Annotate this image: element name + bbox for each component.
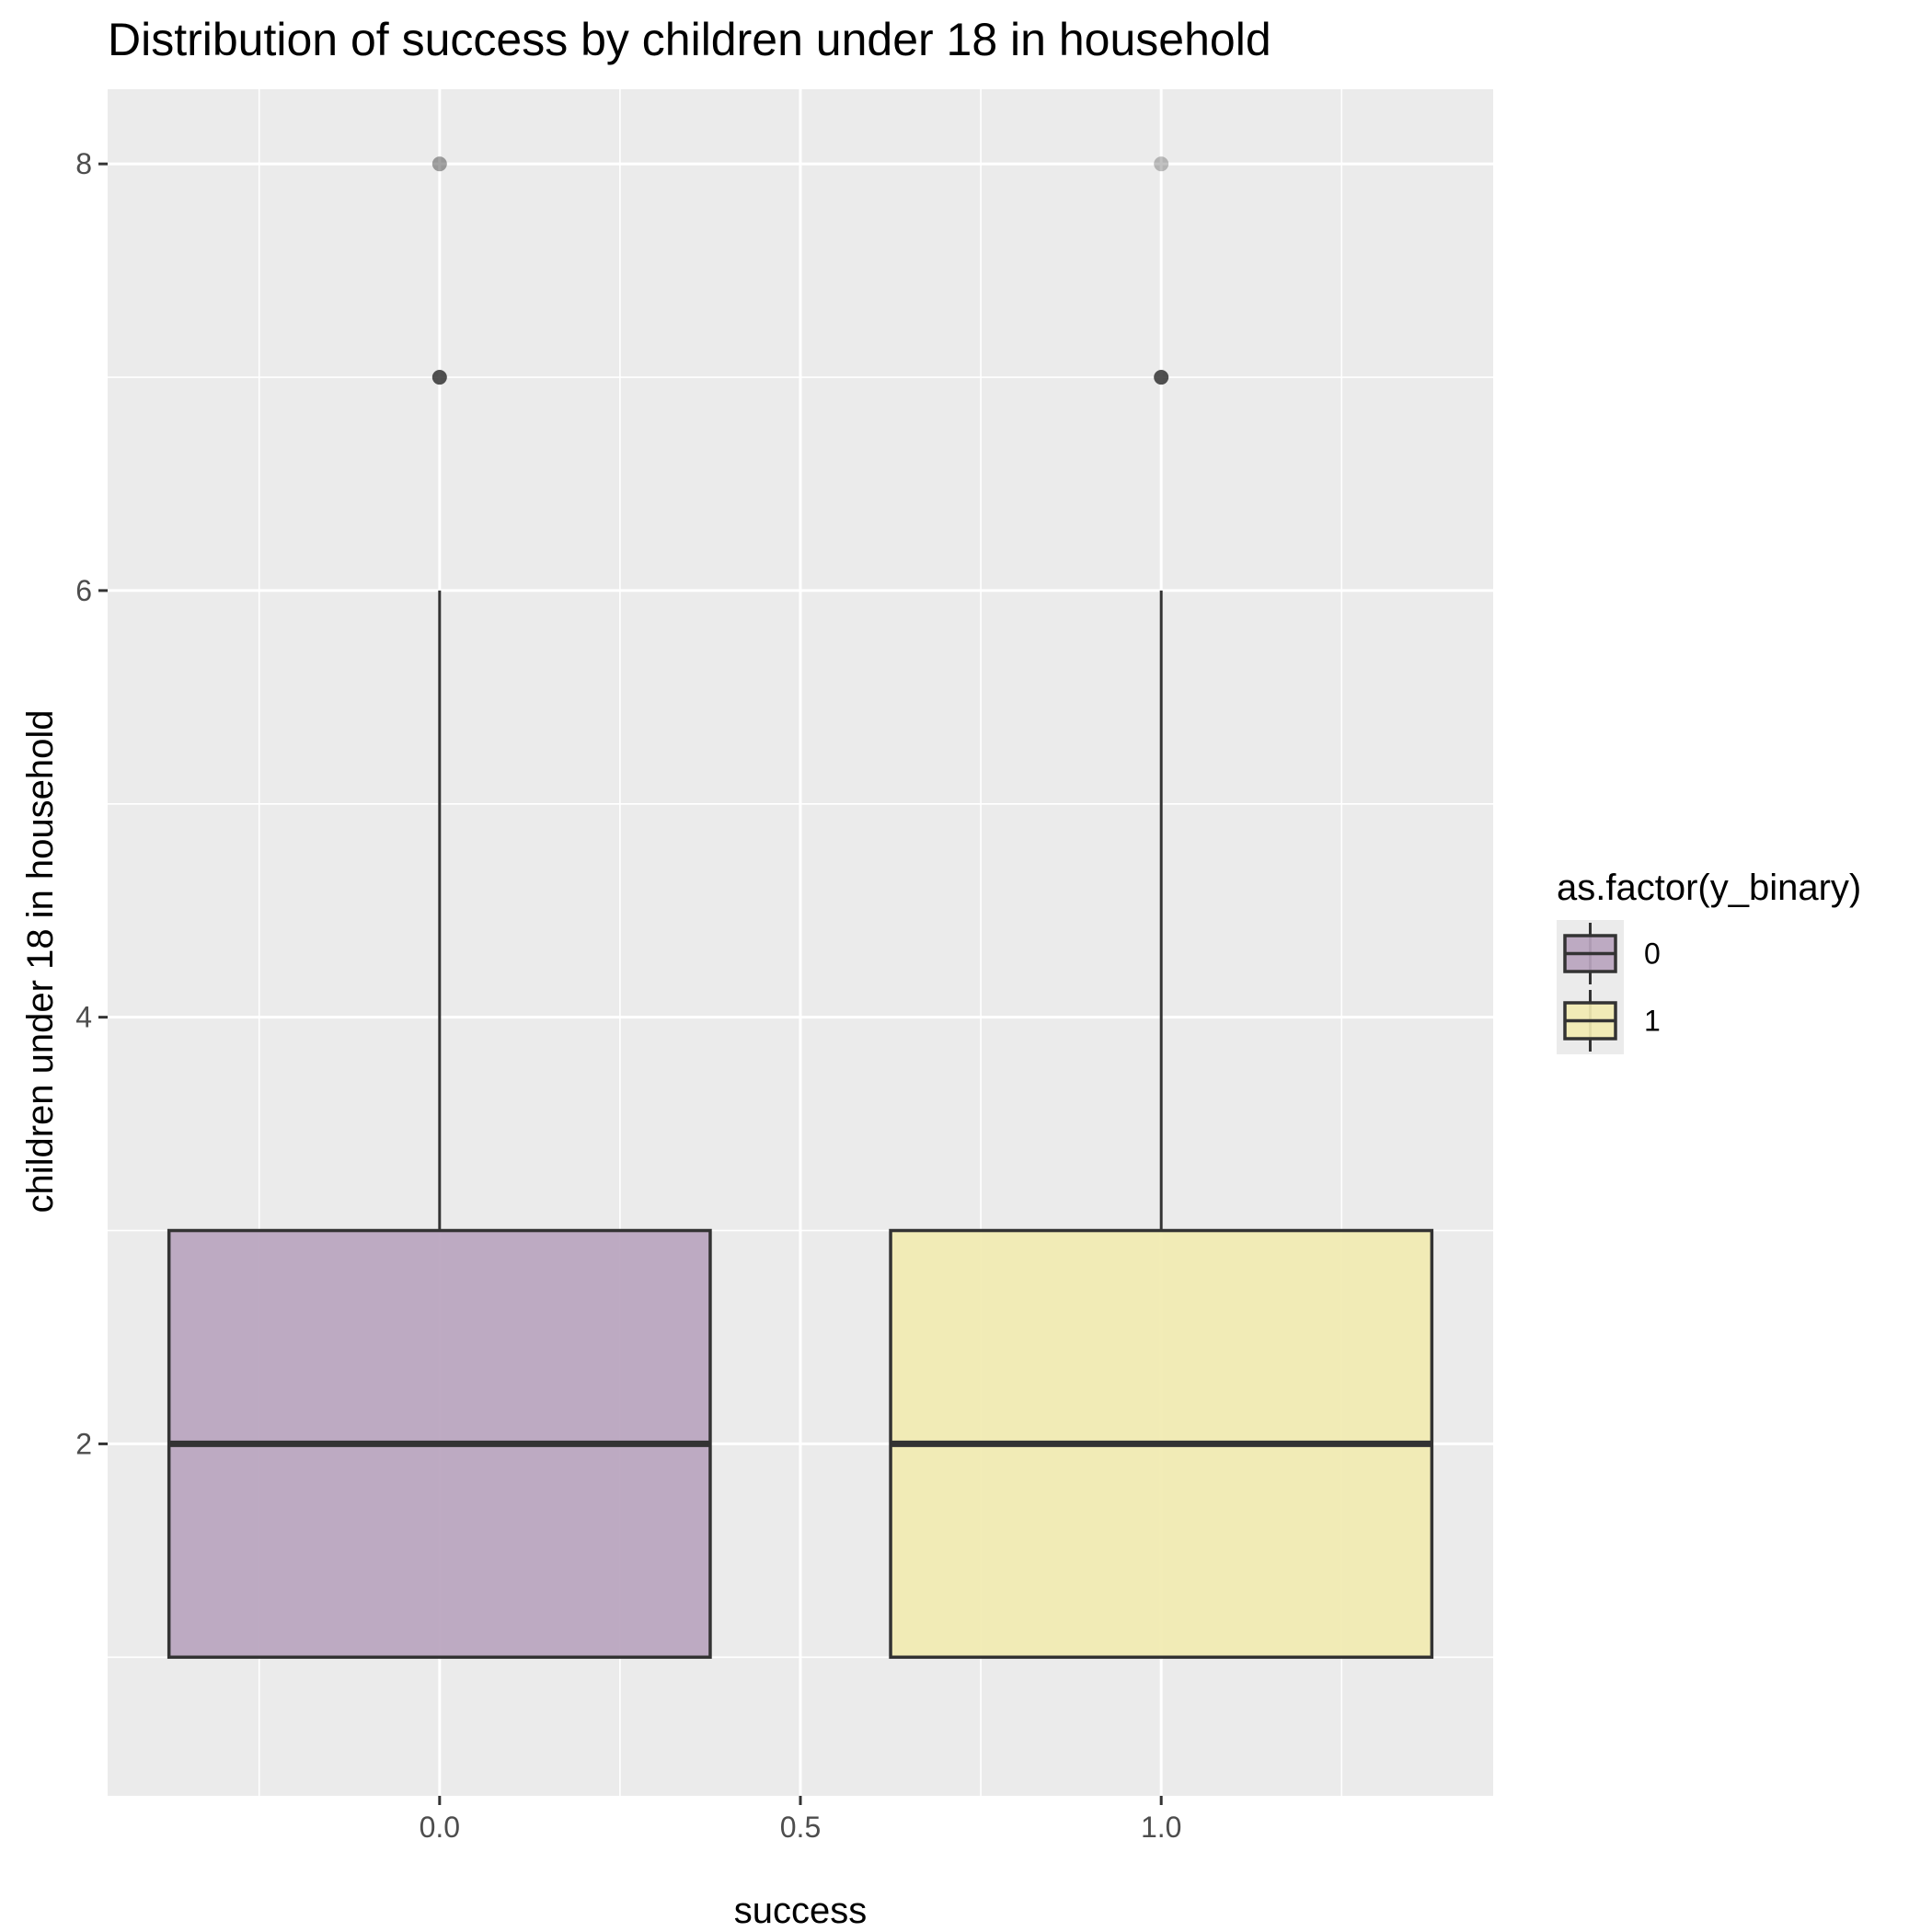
legend-title: as.factor(y_binary) bbox=[1557, 868, 1861, 908]
outlier-point bbox=[1154, 156, 1169, 172]
y-axis-title: children under 18 in household bbox=[20, 709, 61, 1213]
y-axis: 2 4 6 8 bbox=[75, 147, 108, 1460]
legend: as.factor(y_binary) 01 bbox=[1557, 868, 1861, 1054]
legend-label: 1 bbox=[1644, 1005, 1661, 1038]
box-group-1 bbox=[889, 156, 1434, 1660]
x-tick-label: 0.0 bbox=[420, 1811, 460, 1844]
legend-label: 0 bbox=[1644, 937, 1661, 971]
legend-item-1: 1 bbox=[1557, 987, 1661, 1054]
outlier-point bbox=[431, 370, 447, 385]
y-tick-label: 2 bbox=[75, 1427, 92, 1460]
outlier-point bbox=[1154, 370, 1169, 385]
chart-title: Distribution of success by children unde… bbox=[108, 14, 1271, 65]
x-axis: 0.0 0.5 1.0 bbox=[420, 1796, 1181, 1844]
x-axis-title: success bbox=[734, 1891, 868, 1931]
legend-item-0: 0 bbox=[1557, 920, 1661, 987]
y-tick-label: 4 bbox=[75, 1001, 92, 1034]
boxplot-series bbox=[167, 156, 1434, 1660]
y-tick-label: 8 bbox=[75, 147, 92, 180]
box-group-0 bbox=[167, 156, 712, 1660]
x-tick-label: 0.5 bbox=[780, 1811, 821, 1844]
x-tick-label: 1.0 bbox=[1141, 1811, 1181, 1844]
y-tick-label: 6 bbox=[75, 574, 92, 607]
legend-keys: 01 bbox=[1557, 920, 1661, 1054]
outlier-point bbox=[431, 156, 447, 172]
